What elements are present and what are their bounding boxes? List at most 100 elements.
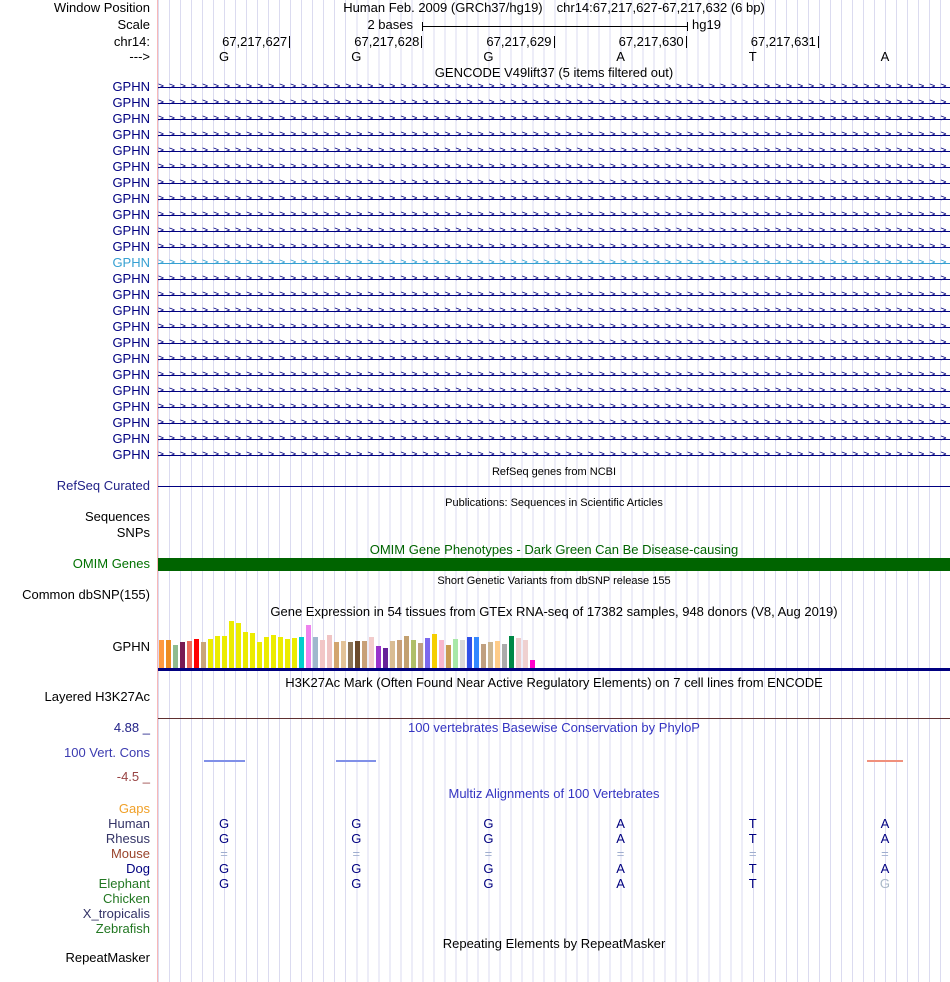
transcript-row[interactable]: >>>>>>>>>>>>>>>>>>>>>>>>>>>>>>>>>>>>>>>>… — [158, 287, 950, 303]
transcript-row[interactable]: >>>>>>>>>>>>>>>>>>>>>>>>>>>>>>>>>>>>>>>>… — [158, 399, 950, 415]
transcript-label[interactable]: GPHN — [112, 159, 150, 174]
transcript-label[interactable]: GPHN — [112, 415, 150, 430]
refseq-curated-label[interactable]: RefSeq Curated — [56, 478, 150, 493]
gtex-bar[interactable] — [257, 642, 262, 668]
transcript-label[interactable]: GPHN — [112, 255, 150, 270]
gtex-bar[interactable] — [411, 640, 416, 668]
gtex-bar[interactable] — [446, 645, 451, 668]
transcript-row[interactable]: >>>>>>>>>>>>>>>>>>>>>>>>>>>>>>>>>>>>>>>>… — [158, 335, 950, 351]
omim-genes-label[interactable]: OMIM Genes — [72, 556, 150, 571]
gtex-bar[interactable] — [348, 642, 353, 668]
gtex-bar[interactable] — [460, 640, 465, 668]
gtex-bar[interactable] — [180, 642, 185, 668]
gtex-bar[interactable] — [271, 635, 276, 668]
transcript-row[interactable]: >>>>>>>>>>>>>>>>>>>>>>>>>>>>>>>>>>>>>>>>… — [158, 223, 950, 239]
gtex-bar[interactable] — [474, 637, 479, 668]
multiz-row-label[interactable]: X_tropicalis — [82, 906, 150, 921]
gtex-bar[interactable] — [439, 640, 444, 668]
gtex-bar[interactable] — [397, 640, 402, 668]
transcript-label[interactable]: GPHN — [112, 431, 150, 446]
transcript-label[interactable]: GPHN — [112, 303, 150, 318]
transcript-label[interactable]: GPHN — [112, 111, 150, 126]
dbsnp-label[interactable]: Common dbSNP(155) — [22, 587, 150, 602]
gtex-bar[interactable] — [432, 634, 437, 668]
transcript-label[interactable]: GPHN — [112, 335, 150, 350]
transcript-label[interactable]: GPHN — [112, 351, 150, 366]
gtex-bar[interactable] — [516, 638, 521, 668]
gtex-bar[interactable] — [523, 640, 528, 668]
transcript-label[interactable]: GPHN — [112, 271, 150, 286]
transcript-row[interactable]: >>>>>>>>>>>>>>>>>>>>>>>>>>>>>>>>>>>>>>>>… — [158, 319, 950, 335]
transcript-label[interactable]: GPHN — [112, 191, 150, 206]
multiz-row-label[interactable]: Human — [108, 816, 150, 831]
gtex-bar[interactable] — [201, 642, 206, 668]
gtex-bar[interactable] — [509, 636, 514, 668]
omim-bar[interactable] — [158, 558, 950, 571]
gtex-bar[interactable] — [236, 623, 241, 668]
gtex-gene-label[interactable]: GPHN — [112, 639, 150, 654]
gtex-bar[interactable] — [250, 633, 255, 668]
transcript-label[interactable]: GPHN — [112, 239, 150, 254]
gtex-bar[interactable] — [229, 621, 234, 668]
transcript-row[interactable]: >>>>>>>>>>>>>>>>>>>>>>>>>>>>>>>>>>>>>>>>… — [158, 303, 950, 319]
gtex-bar[interactable] — [362, 641, 367, 668]
gtex-bar[interactable] — [502, 644, 507, 668]
transcript-row[interactable]: >>>>>>>>>>>>>>>>>>>>>>>>>>>>>>>>>>>>>>>>… — [158, 271, 950, 287]
gtex-bar[interactable] — [488, 642, 493, 668]
gtex-bar[interactable] — [467, 637, 472, 668]
phylop-track-label[interactable]: 100 Vert. Cons — [64, 745, 150, 760]
transcript-label[interactable]: GPHN — [112, 223, 150, 238]
gtex-bar[interactable] — [187, 641, 192, 668]
transcript-label[interactable]: GPHN — [112, 367, 150, 382]
gtex-bar[interactable] — [292, 638, 297, 668]
transcript-row[interactable]: >>>>>>>>>>>>>>>>>>>>>>>>>>>>>>>>>>>>>>>>… — [158, 143, 950, 159]
transcript-row[interactable]: >>>>>>>>>>>>>>>>>>>>>>>>>>>>>>>>>>>>>>>>… — [158, 415, 950, 431]
gtex-bar[interactable] — [453, 639, 458, 668]
gtex-bar[interactable] — [299, 637, 304, 668]
transcript-row[interactable]: >>>>>>>>>>>>>>>>>>>>>>>>>>>>>>>>>>>>>>>>… — [158, 351, 950, 367]
transcript-label[interactable]: GPHN — [112, 95, 150, 110]
transcript-label[interactable]: GPHN — [112, 399, 150, 414]
gtex-bar[interactable] — [166, 640, 171, 668]
gtex-bar[interactable] — [285, 639, 290, 668]
gtex-bar[interactable] — [215, 636, 220, 668]
gtex-bar[interactable] — [376, 646, 381, 668]
gtex-bar[interactable] — [264, 637, 269, 668]
gtex-bar[interactable] — [390, 641, 395, 668]
transcript-row[interactable]: >>>>>>>>>>>>>>>>>>>>>>>>>>>>>>>>>>>>>>>>… — [158, 367, 950, 383]
gtex-bar[interactable] — [530, 660, 535, 668]
gtex-bar[interactable] — [334, 642, 339, 668]
gtex-bar[interactable] — [173, 645, 178, 668]
multiz-row-label[interactable]: Mouse — [110, 846, 150, 861]
snps-label[interactable]: SNPs — [116, 525, 150, 540]
gtex-bar[interactable] — [159, 640, 164, 668]
gtex-bar[interactable] — [369, 637, 374, 668]
gtex-bar[interactable] — [222, 636, 227, 668]
transcript-row[interactable]: >>>>>>>>>>>>>>>>>>>>>>>>>>>>>>>>>>>>>>>>… — [158, 175, 950, 191]
multiz-row-label[interactable]: Chicken — [103, 891, 150, 906]
repeatmasker-label[interactable]: RepeatMasker — [65, 950, 150, 965]
transcript-label[interactable]: GPHN — [112, 207, 150, 222]
gtex-bar[interactable] — [194, 639, 199, 668]
gtex-bar[interactable] — [418, 643, 423, 668]
multiz-row-label[interactable]: Elephant — [98, 876, 150, 891]
transcript-label[interactable]: GPHN — [112, 383, 150, 398]
gtex-bar[interactable] — [425, 638, 430, 668]
multiz-row-label[interactable]: Dog — [126, 861, 150, 876]
transcript-row[interactable]: >>>>>>>>>>>>>>>>>>>>>>>>>>>>>>>>>>>>>>>>… — [158, 447, 950, 463]
gtex-bar[interactable] — [327, 635, 332, 668]
transcript-row[interactable]: >>>>>>>>>>>>>>>>>>>>>>>>>>>>>>>>>>>>>>>>… — [158, 431, 950, 447]
multiz-row-label[interactable]: Zebrafish — [95, 921, 150, 936]
transcript-row[interactable]: >>>>>>>>>>>>>>>>>>>>>>>>>>>>>>>>>>>>>>>>… — [158, 127, 950, 143]
gtex-bar[interactable] — [341, 641, 346, 668]
transcript-label[interactable]: GPHN — [112, 287, 150, 302]
gtex-bar[interactable] — [355, 641, 360, 668]
gtex-bar[interactable] — [320, 640, 325, 668]
gtex-bar[interactable] — [404, 636, 409, 668]
multiz-row-label[interactable]: Gaps — [118, 801, 150, 816]
transcript-row[interactable]: >>>>>>>>>>>>>>>>>>>>>>>>>>>>>>>>>>>>>>>>… — [158, 79, 950, 95]
transcript-row[interactable]: >>>>>>>>>>>>>>>>>>>>>>>>>>>>>>>>>>>>>>>>… — [158, 111, 950, 127]
transcript-label[interactable]: GPHN — [112, 319, 150, 334]
transcript-row[interactable]: >>>>>>>>>>>>>>>>>>>>>>>>>>>>>>>>>>>>>>>>… — [158, 239, 950, 255]
gtex-bar[interactable] — [208, 639, 213, 668]
